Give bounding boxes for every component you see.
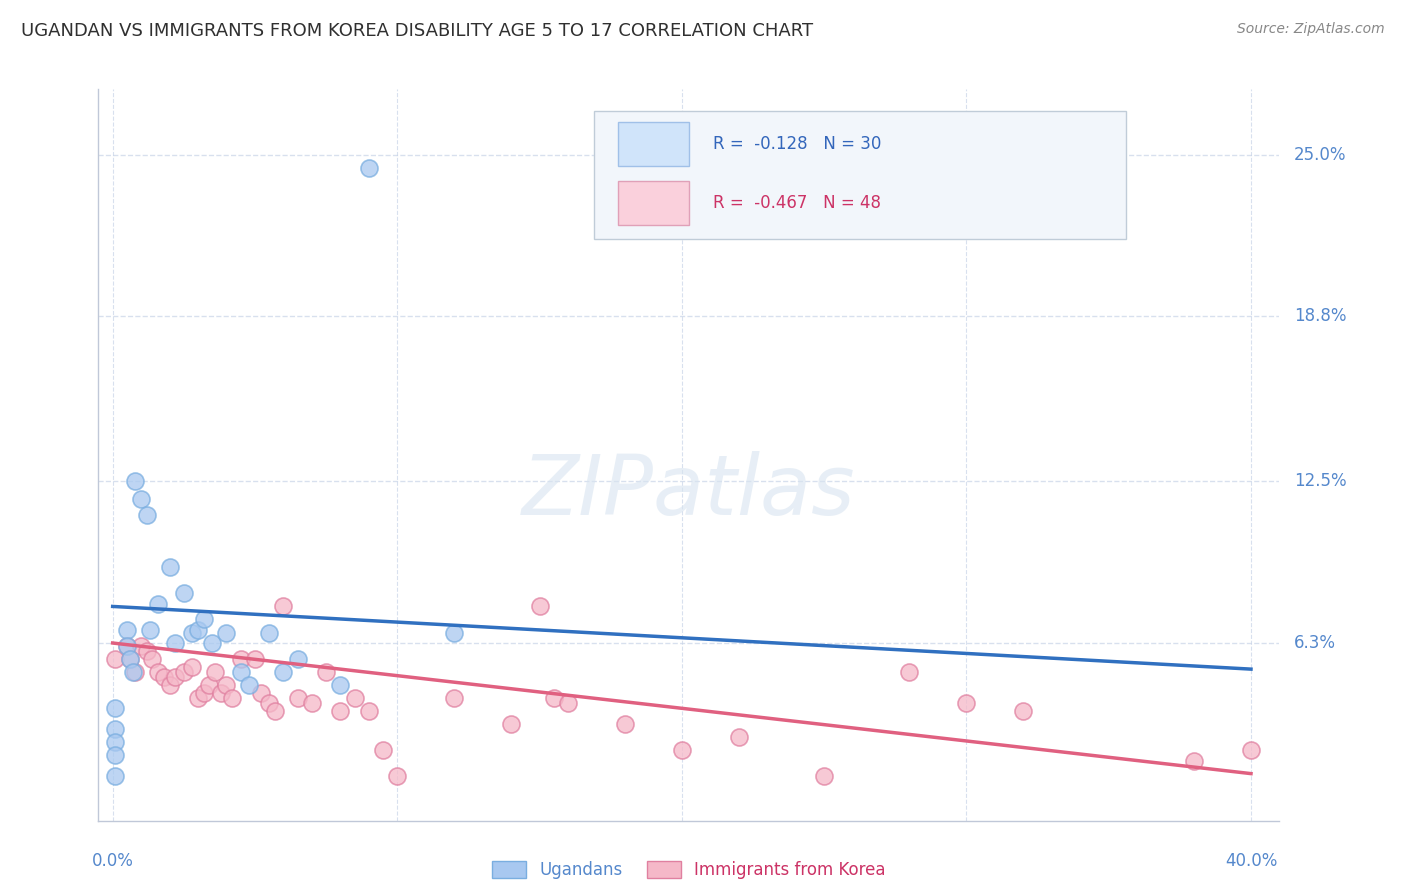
Point — [1182, 754, 1205, 768]
Point — [287, 651, 309, 665]
Point — [104, 723, 127, 737]
Point — [181, 659, 204, 673]
Text: 25.0%: 25.0% — [1294, 145, 1346, 163]
Point — [121, 665, 143, 679]
Point — [173, 586, 195, 600]
Point — [273, 599, 295, 614]
Point — [898, 665, 921, 679]
Point — [124, 665, 146, 679]
Text: 6.3%: 6.3% — [1294, 634, 1336, 652]
Point — [249, 686, 271, 700]
Point — [115, 623, 138, 637]
Point — [129, 639, 152, 653]
Point — [135, 508, 157, 522]
Point — [273, 665, 295, 679]
Point — [443, 690, 465, 705]
Point — [727, 730, 749, 744]
Point — [138, 623, 160, 637]
Point — [371, 743, 394, 757]
Point — [165, 670, 187, 684]
Point — [104, 769, 127, 783]
Text: Source: ZipAtlas.com: Source: ZipAtlas.com — [1237, 22, 1385, 37]
Point — [329, 678, 352, 692]
Point — [215, 678, 238, 692]
Point — [104, 651, 127, 665]
Point — [165, 636, 187, 650]
Text: R =  -0.467   N = 48: R = -0.467 N = 48 — [713, 194, 880, 211]
Point — [315, 665, 337, 679]
Point — [115, 639, 138, 653]
Point — [287, 690, 309, 705]
Point — [148, 597, 170, 611]
Point — [118, 651, 141, 665]
Point — [387, 769, 409, 783]
FancyBboxPatch shape — [619, 180, 689, 225]
Point — [198, 678, 221, 692]
Point — [193, 613, 215, 627]
Point — [557, 696, 579, 710]
Text: 40.0%: 40.0% — [1225, 852, 1277, 870]
Point — [301, 696, 323, 710]
Point — [153, 670, 176, 684]
Point — [238, 678, 260, 692]
Point — [201, 636, 224, 650]
Point — [187, 623, 209, 637]
Point — [671, 743, 693, 757]
Point — [243, 651, 266, 665]
Point — [257, 696, 280, 710]
Point — [141, 651, 163, 665]
Text: 12.5%: 12.5% — [1294, 472, 1347, 490]
Point — [257, 625, 280, 640]
Point — [1012, 704, 1035, 718]
Point — [129, 492, 152, 507]
Text: UGANDAN VS IMMIGRANTS FROM KOREA DISABILITY AGE 5 TO 17 CORRELATION CHART: UGANDAN VS IMMIGRANTS FROM KOREA DISABIL… — [21, 22, 813, 40]
Point — [263, 704, 285, 718]
Point — [229, 651, 252, 665]
FancyBboxPatch shape — [619, 122, 689, 166]
Point — [955, 696, 977, 710]
Text: 0.0%: 0.0% — [91, 852, 134, 870]
Point — [181, 625, 204, 640]
Point — [173, 665, 195, 679]
Point — [813, 769, 835, 783]
Point — [104, 748, 127, 763]
Point — [159, 560, 181, 574]
FancyBboxPatch shape — [595, 112, 1126, 239]
Text: 18.8%: 18.8% — [1294, 308, 1346, 326]
Point — [529, 599, 551, 614]
Point — [229, 665, 252, 679]
Point — [104, 735, 127, 749]
Point — [357, 704, 380, 718]
Point — [187, 690, 209, 705]
Legend: Ugandans, Immigrants from Korea: Ugandans, Immigrants from Korea — [485, 854, 893, 886]
Point — [357, 161, 380, 175]
Point — [148, 665, 170, 679]
Point — [613, 717, 636, 731]
Point — [209, 686, 232, 700]
Point — [329, 704, 352, 718]
Point — [343, 690, 366, 705]
Point — [204, 665, 226, 679]
Point — [221, 690, 243, 705]
Point — [193, 686, 215, 700]
Point — [124, 474, 146, 488]
Point — [215, 625, 238, 640]
Point — [135, 644, 157, 658]
Text: ZIPatlas: ZIPatlas — [522, 451, 856, 532]
Point — [115, 639, 138, 653]
Point — [159, 678, 181, 692]
Text: R =  -0.128   N = 30: R = -0.128 N = 30 — [713, 135, 882, 153]
Point — [1240, 743, 1263, 757]
Point — [543, 690, 565, 705]
Point — [104, 701, 127, 715]
Point — [443, 625, 465, 640]
Point — [118, 651, 141, 665]
Point — [499, 717, 522, 731]
